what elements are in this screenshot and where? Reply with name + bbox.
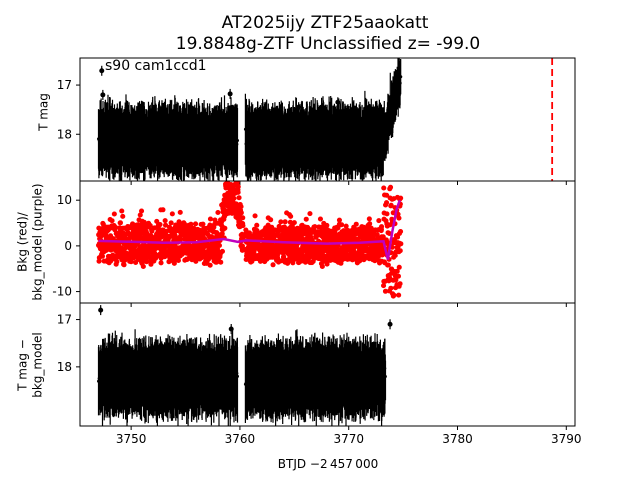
bottom-outlier-point	[387, 321, 393, 327]
bottom-panel: 17 18 3750 3760 3770 3780 3790	[57, 302, 582, 446]
x-tick-label: 3770	[333, 432, 364, 446]
bottom-ylabel: T mag −bkg_model	[15, 332, 44, 398]
middle-panel: -10 0 10	[52, 180, 576, 307]
top-outlier-point	[335, 99, 341, 105]
middle-ytick-label: 10	[57, 193, 72, 207]
top-outlier-point	[99, 68, 105, 74]
background-model-curve	[98, 199, 401, 260]
bottom-points	[97, 363, 387, 394]
middle-data	[96, 181, 404, 299]
x-tick-label: 3750	[116, 432, 147, 446]
x-tick-label: 3760	[225, 432, 256, 446]
x-axis-label: BTJD −2 457 000	[278, 457, 378, 471]
top-outlier-point	[296, 104, 302, 110]
bottom-outlier-point	[228, 326, 234, 332]
bottom-ytick-label: 18	[57, 360, 72, 374]
top-outlier-point	[227, 91, 233, 97]
bottom-ytick-label: 17	[57, 313, 72, 327]
x-tick-label: 3780	[442, 432, 473, 446]
chart-title-line1: AT2025ijy ZTF25aaokatt	[222, 13, 429, 33]
background-points	[96, 181, 404, 299]
middle-ylabel: Bkg (red)/bkg_model (purple)	[15, 183, 44, 300]
top-ylabel: T mag	[37, 93, 51, 132]
top-points	[97, 75, 403, 161]
bottom-frame	[79, 302, 576, 427]
top-outlier-point	[100, 92, 106, 98]
x-tick-label: 3790	[551, 432, 582, 446]
top-data	[97, 58, 403, 181]
middle-ytick-label: 0	[64, 239, 72, 253]
bottom-outlier-point	[259, 343, 265, 349]
chart-title-line2: 19.8848g-ZTF Unclassified z= -99.0	[176, 34, 481, 54]
bottom-data	[97, 305, 393, 426]
middle-ytick-label: -10	[52, 285, 72, 299]
bottom-outlier-point	[98, 307, 104, 313]
top-ytick-label: 18	[57, 127, 72, 141]
field-annotation: s90 cam1ccd1	[105, 58, 207, 74]
top-ytick-label: 17	[57, 78, 72, 92]
